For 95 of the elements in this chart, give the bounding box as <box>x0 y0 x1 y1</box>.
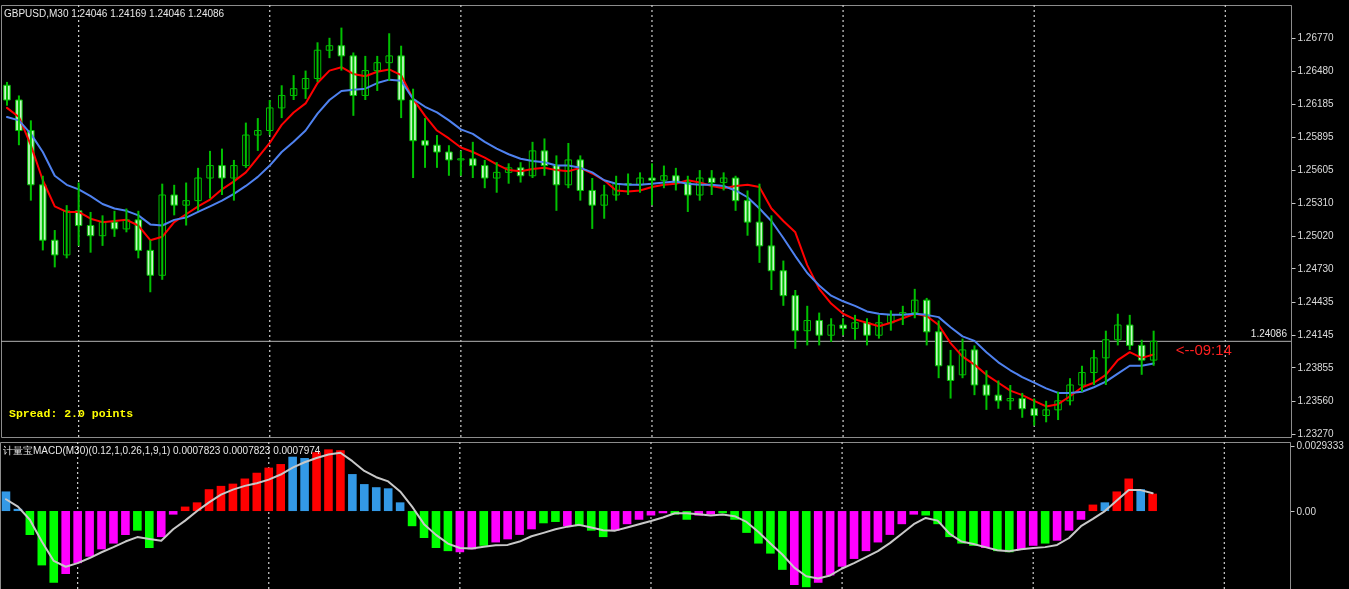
bar <box>1076 511 1086 520</box>
bar <box>264 467 274 512</box>
bar <box>1016 511 1026 550</box>
candlestick <box>457 149 465 177</box>
bar <box>622 511 632 525</box>
bar <box>73 511 82 564</box>
y-tick-label: 1.26185 <box>1297 98 1335 110</box>
candlestick <box>707 169 716 196</box>
bar <box>371 487 381 512</box>
y-tick-label: 1.26770 <box>1297 32 1335 44</box>
candlestick <box>839 317 847 337</box>
y-tick-label: 1.24730 <box>1297 263 1335 274</box>
bar <box>969 511 978 546</box>
y-tick-label: 1.24145 <box>1297 329 1335 341</box>
candlestick <box>421 117 429 169</box>
bar <box>646 511 656 516</box>
bar <box>491 511 500 543</box>
y-tick-label: 1.24435 <box>1297 296 1335 308</box>
candlestick <box>648 162 656 207</box>
bar <box>551 511 560 522</box>
candlestick <box>719 171 728 192</box>
bar <box>145 511 154 549</box>
bar <box>921 511 930 516</box>
bar <box>85 511 94 557</box>
bar <box>276 464 285 512</box>
bar <box>121 511 130 535</box>
bar <box>1136 489 1145 512</box>
y-tick-label: 1.23560 <box>1297 395 1335 407</box>
bar <box>813 511 823 583</box>
bar <box>288 456 297 512</box>
candlestick <box>182 181 190 227</box>
bar <box>754 511 763 544</box>
y-tick-label: 1.25020 <box>1297 230 1335 242</box>
bar <box>336 450 345 512</box>
bar <box>981 511 990 549</box>
bar <box>348 474 357 512</box>
annotation: <--09:14 <box>1175 341 1232 359</box>
bar <box>718 511 727 514</box>
bar <box>825 511 835 576</box>
bar <box>479 511 489 546</box>
bar <box>539 511 548 524</box>
bar <box>634 511 644 520</box>
bar <box>1005 511 1014 553</box>
bar <box>873 511 883 543</box>
bar <box>1028 511 1038 546</box>
bar <box>324 449 333 512</box>
bar <box>527 511 536 530</box>
bar <box>1064 511 1074 531</box>
bar <box>909 511 919 515</box>
bar <box>563 511 572 527</box>
bar <box>790 511 799 585</box>
bar <box>801 511 811 588</box>
bar <box>49 511 59 583</box>
bar <box>993 511 1002 552</box>
bar <box>109 511 118 544</box>
bar <box>503 511 512 540</box>
candlestick <box>660 164 668 190</box>
y-tick-label: 0.0029333 <box>1296 440 1345 452</box>
bar <box>300 458 309 512</box>
y-tick-label: 1.25895 <box>1297 131 1335 143</box>
bar <box>133 511 142 531</box>
bar <box>766 511 775 554</box>
candlestick <box>254 117 262 152</box>
bar <box>1052 511 1062 541</box>
y-tick-label: 1.26480 <box>1297 65 1335 77</box>
bar <box>515 511 524 535</box>
bar <box>61 511 70 575</box>
bar <box>885 511 895 535</box>
bar <box>1124 478 1134 512</box>
y-tick-label: 1.25605 <box>1297 164 1335 176</box>
y-tick-label: 1.23855 <box>1297 361 1335 373</box>
chart-title: GBPUSD,M30 1.24046 1.24169 1.24046 1.24086 <box>4 8 225 19</box>
bar <box>360 484 369 512</box>
annotation: Spread: 2.0 points <box>9 407 134 420</box>
ref-line-label: 1.24086 <box>1250 328 1288 340</box>
bar <box>407 511 417 527</box>
bar <box>97 511 106 550</box>
bar <box>312 452 321 512</box>
bar <box>861 511 871 552</box>
bar <box>778 511 787 570</box>
chart-title: 计量宝MACD(M30)(0.12,1,0.26,1,9,1) 0.0007823 0.0007823 0.0007974 <box>3 445 321 456</box>
bar <box>897 511 907 525</box>
y-tick-label: 1.25310 <box>1297 197 1335 209</box>
y-tick-label: 1.23270 <box>1297 428 1335 440</box>
bar <box>1148 493 1157 512</box>
candlestick <box>445 144 453 177</box>
bar <box>156 511 166 538</box>
bar <box>1040 511 1050 544</box>
bar <box>383 488 393 512</box>
bar <box>957 511 966 544</box>
bar <box>168 511 178 515</box>
bar <box>849 511 859 559</box>
y-tick-label: 0.00 <box>1296 505 1317 517</box>
bar <box>395 502 405 512</box>
bar <box>837 511 847 567</box>
